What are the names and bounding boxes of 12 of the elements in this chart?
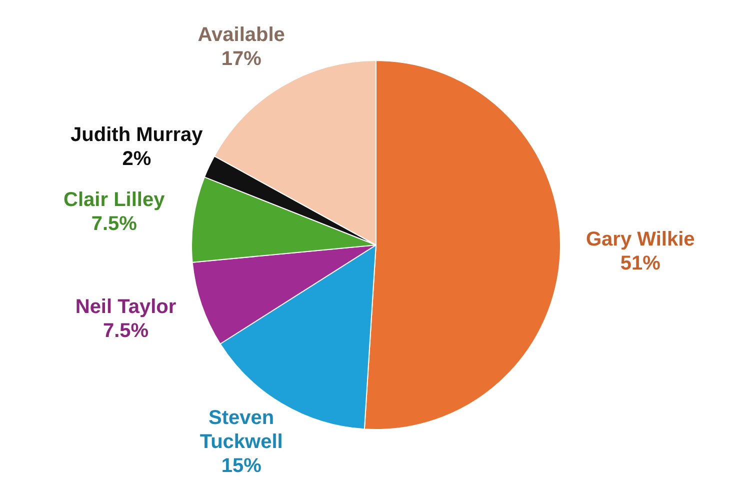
data-label: 7.5% — [91, 213, 138, 236]
slice-label: Judith Murray — [70, 124, 204, 146]
slice-label: Neil Taylor — [75, 296, 176, 318]
data-label: 7.5% — [102, 320, 149, 342]
data-label: 17% — [221, 48, 262, 70]
data-label: 51% — [620, 252, 661, 275]
slice-label: Steven Tuckwell — [200, 407, 283, 454]
slice-label: Clair Lilley — [64, 189, 166, 212]
data-label: 15% — [221, 455, 262, 478]
slice-label: Gary Wilkie — [586, 228, 695, 251]
slice-label: Available — [198, 24, 285, 46]
data-label: 2% — [122, 148, 152, 170]
